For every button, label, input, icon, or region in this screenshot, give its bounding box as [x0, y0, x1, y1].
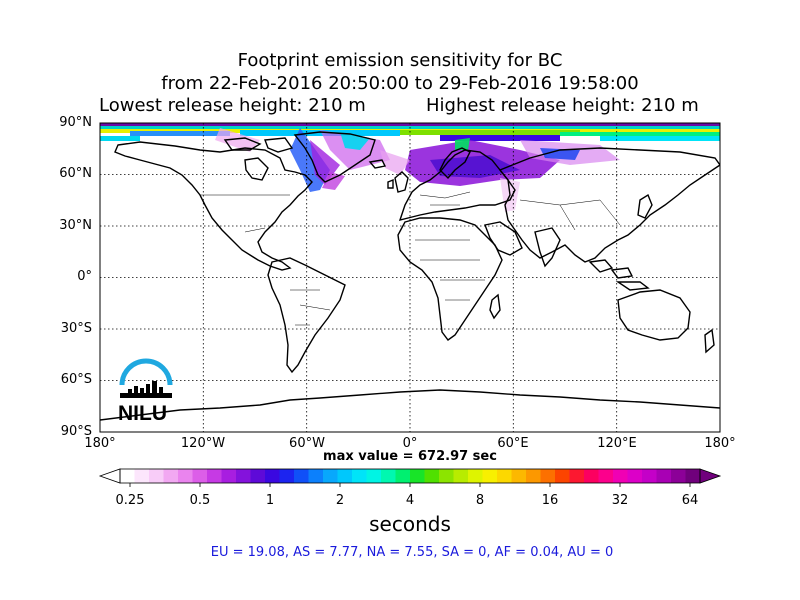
coastlines	[100, 131, 720, 421]
colorbar-cell	[642, 469, 657, 483]
colorbar-cell	[207, 469, 222, 483]
colorbar-cell	[279, 469, 295, 483]
plot-title-line2: from 22-Feb-2016 20:50:00 to 29-Feb-2016…	[161, 73, 639, 94]
colorbar-cell	[598, 469, 614, 483]
colorbar-cell	[439, 469, 454, 483]
lon-label-0: 0°	[402, 436, 418, 451]
colorbar-cell	[149, 469, 164, 483]
colorbar-cell	[671, 469, 686, 483]
colorbar-cell	[221, 469, 237, 483]
colorbar-cell	[453, 469, 469, 483]
lon-label-180w: 180°	[84, 436, 116, 451]
colorbar-tick-label: 16	[541, 493, 559, 508]
lon-label-60e: 60°E	[497, 436, 529, 451]
colorbar-cell	[584, 469, 599, 483]
lat-label-0: 0°	[77, 269, 92, 284]
colorbar-cell	[685, 469, 701, 483]
colorbar-cell	[497, 469, 512, 483]
colorbar-tick-label: 1	[265, 493, 275, 508]
colorbar-cell	[265, 469, 280, 483]
colorbar-cell	[424, 469, 440, 483]
colorbar-cell	[352, 469, 367, 483]
colorbar-cell	[511, 469, 527, 483]
graticule	[100, 123, 720, 432]
colorbar-tick-label: 0.5	[189, 493, 211, 508]
colorbar-tick-label: 8	[475, 493, 485, 508]
logo-arc	[119, 358, 173, 386]
colorbar-units: seconds	[369, 512, 451, 536]
colorbar-cell	[178, 469, 193, 483]
colorbar-cell	[613, 469, 628, 483]
colorbar-cell	[366, 469, 382, 483]
svg-text:NILU: NILU	[118, 402, 167, 423]
region-summary: EU = 19.08, AS = 7.77, NA = 7.55, SA = 0…	[210, 545, 614, 560]
colorbar-cell	[134, 469, 150, 483]
colorbar-cell	[308, 469, 324, 483]
colorbar-cell	[250, 469, 266, 483]
lat-label-90s: 90°S	[60, 424, 92, 439]
highest-release-height: Highest release height: 210 m	[426, 95, 699, 116]
lon-label-60w: 60°W	[289, 436, 325, 451]
lat-label-30s: 30°S	[60, 321, 92, 336]
lon-label-120e: 120°E	[597, 436, 637, 451]
lon-label-180e: 180°	[704, 436, 736, 451]
colorbar-cell	[163, 469, 179, 483]
colorbar-tick-label: 2	[335, 493, 345, 508]
colorbar-cell	[236, 469, 251, 483]
colorbar-tick-label: 0.25	[115, 493, 145, 508]
colorbar-cell	[627, 469, 643, 483]
colorbar-cell	[323, 469, 338, 483]
colorbar-low-arrow	[98, 468, 121, 484]
colorbar-cell	[468, 469, 483, 483]
lowest-release-height: Lowest release height: 210 m	[99, 95, 366, 116]
colorbar-cell	[120, 469, 135, 483]
colorbar-cell	[526, 469, 541, 483]
colorbar-cell	[569, 469, 585, 483]
country-borders	[200, 191, 621, 326]
lat-label-30n: 30°N	[59, 218, 92, 233]
lat-label-60s: 60°S	[60, 372, 92, 387]
colorbar-cell	[192, 469, 208, 483]
nilu-logo: NILU	[118, 358, 173, 423]
colorbar-tick-label: 32	[611, 493, 629, 508]
lon-label-120w: 120°W	[180, 436, 226, 451]
colorbar-cell	[410, 469, 425, 483]
colorbar-tick-label: 64	[681, 493, 699, 508]
colorbar-cell	[555, 469, 570, 483]
map-frame	[99, 122, 721, 433]
colorbar-cell	[381, 469, 396, 483]
lat-label-60n: 60°N	[59, 166, 92, 181]
colorbar-cell	[540, 469, 556, 483]
max-value-label: max value = 672.97 sec	[323, 449, 497, 464]
colorbar-cell	[337, 469, 353, 483]
lat-label-90n: 90°N	[59, 115, 92, 130]
plot-title-line1: Footprint emission sensitivity for BC	[237, 50, 563, 71]
colorbar-tick-label: 4	[405, 493, 415, 508]
colorbar-cell	[656, 469, 672, 483]
colorbar-cell	[294, 469, 309, 483]
colorbar-cell	[482, 469, 498, 483]
colorbar-high-arrow	[699, 468, 722, 484]
colorbar-cell	[395, 469, 411, 483]
